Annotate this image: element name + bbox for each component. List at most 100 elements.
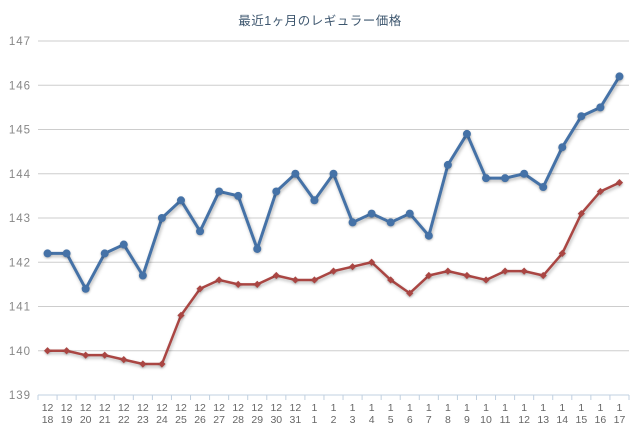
data-point-marker[interactable] (139, 360, 147, 368)
data-point-marker[interactable] (272, 271, 280, 280)
data-point-marker[interactable] (501, 174, 510, 183)
data-point-marker[interactable] (501, 267, 509, 275)
data-point-marker[interactable] (387, 276, 395, 284)
data-point-marker[interactable] (43, 347, 52, 355)
data-point-marker[interactable] (157, 214, 166, 222)
data-point-marker[interactable] (234, 280, 242, 288)
data-point-marker[interactable] (558, 143, 567, 152)
data-point-marker[interactable] (120, 356, 128, 364)
data-point-marker[interactable] (196, 227, 205, 236)
x-axis-label: 12 30 (270, 402, 282, 426)
data-point-marker[interactable] (234, 191, 243, 200)
x-axis-label: 12 25 (175, 402, 187, 426)
data-point-marker[interactable] (406, 289, 414, 297)
data-point-marker[interactable] (310, 196, 319, 205)
x-axis-label: 1 10 (480, 402, 492, 426)
x-axis-label: 12 23 (137, 402, 149, 426)
data-point-marker[interactable] (482, 174, 491, 183)
x-axis-label: 1 14 (556, 402, 568, 426)
x-axis-label: 12 21 (99, 402, 111, 426)
chart-title: 最近1ヶ月のレギュラー価格 (238, 14, 402, 28)
x-axis-label: 12 26 (194, 402, 206, 426)
data-point-marker[interactable] (81, 284, 90, 293)
data-point-marker[interactable] (482, 276, 490, 284)
data-point-marker[interactable] (596, 187, 605, 196)
y-axis-label: 147 (9, 36, 31, 48)
data-point-marker[interactable] (443, 160, 452, 169)
data-point-marker[interactable] (539, 183, 548, 192)
x-axis-label: 12 24 (156, 402, 168, 426)
data-point-marker[interactable] (577, 112, 586, 121)
y-axis-label: 145 (9, 125, 31, 137)
data-point-marker[interactable] (386, 218, 395, 227)
data-point-marker[interactable] (100, 249, 109, 258)
x-axis-label: 1 15 (575, 402, 587, 426)
data-point-marker[interactable] (82, 351, 90, 359)
data-point-marker[interactable] (463, 271, 471, 280)
data-point-marker[interactable] (329, 267, 338, 275)
x-axis-label: 1 17 (614, 402, 626, 426)
data-point-marker[interactable] (253, 244, 262, 253)
data-point-marker[interactable] (520, 169, 529, 178)
data-point-marker[interactable] (291, 276, 299, 284)
data-point-marker[interactable] (138, 271, 147, 280)
data-point-marker[interactable] (329, 169, 338, 178)
data-point-marker[interactable] (291, 169, 300, 178)
y-axis-label: 144 (9, 169, 31, 181)
data-point-marker[interactable] (615, 72, 624, 81)
y-axis-label: 143 (9, 213, 31, 225)
x-axis-label: 1 12 (518, 402, 530, 426)
data-point-marker[interactable] (405, 209, 414, 218)
data-point-marker[interactable] (196, 285, 204, 293)
data-point-marker[interactable] (215, 187, 224, 196)
x-axis-label: 12 22 (118, 402, 130, 426)
x-axis-label: 12 18 (42, 402, 54, 426)
data-point-marker[interactable] (119, 240, 128, 249)
data-point-marker[interactable] (101, 351, 109, 359)
data-point-marker[interactable] (424, 231, 433, 240)
x-axis-label: 12 31 (290, 402, 302, 426)
data-point-marker[interactable] (158, 360, 166, 368)
data-point-marker[interactable] (348, 263, 357, 271)
data-point-marker[interactable] (425, 271, 433, 280)
data-point-marker[interactable] (348, 218, 357, 227)
x-axis-label: 12 29 (251, 402, 263, 426)
data-point-marker[interactable] (520, 267, 528, 275)
data-point-marker[interactable] (62, 347, 71, 355)
data-point-marker[interactable] (367, 209, 376, 218)
data-point-marker[interactable] (43, 249, 52, 258)
data-point-marker[interactable] (615, 179, 624, 187)
data-point-marker[interactable] (596, 103, 605, 112)
data-point-marker[interactable] (62, 249, 71, 258)
data-point-marker[interactable] (462, 129, 471, 138)
x-axis-label: 12 20 (80, 402, 92, 426)
data-point-marker[interactable] (444, 267, 452, 275)
x-axis-label: 1 11 (500, 402, 511, 426)
data-point-marker[interactable] (577, 209, 585, 218)
data-point-marker[interactable] (272, 187, 281, 196)
x-axis-label: 12 19 (61, 402, 73, 426)
data-point-marker[interactable] (253, 280, 261, 288)
data-point-marker[interactable] (539, 271, 547, 280)
data-point-marker[interactable] (177, 311, 185, 319)
y-axis-label: 141 (9, 302, 31, 314)
data-point-marker[interactable] (558, 249, 566, 257)
data-point-marker[interactable] (368, 258, 376, 266)
data-point-marker[interactable] (310, 276, 319, 284)
y-axis-label: 139 (9, 390, 31, 402)
x-axis-label: 12 28 (232, 402, 244, 426)
data-point-marker[interactable] (176, 196, 185, 205)
x-axis-label: 12 27 (213, 402, 225, 426)
y-axis-label: 140 (9, 346, 31, 358)
data-point-marker[interactable] (215, 276, 223, 284)
x-axis-label: 1 13 (537, 402, 549, 426)
